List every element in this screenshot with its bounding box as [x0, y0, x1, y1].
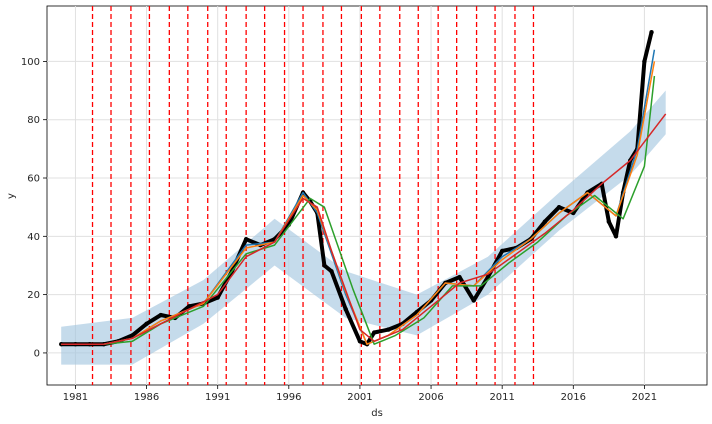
actual-point: [130, 333, 135, 338]
y-tick-label: 20: [27, 290, 40, 301]
y-axis-label: y: [6, 193, 17, 199]
actual-point: [606, 219, 612, 224]
y-axis-ticks: 0 20 40 60 80 100: [21, 57, 47, 359]
smooth-green-line: [61, 75, 656, 345]
y-tick-label: 60: [27, 174, 40, 185]
x-tick-label: 2021: [632, 392, 657, 403]
actual-point: [329, 269, 334, 274]
actual-point: [187, 304, 192, 309]
y-tick-label: 40: [27, 232, 40, 243]
actual-point: [499, 248, 505, 254]
actual-point: [215, 295, 220, 300]
changepoint-lines: [91, 6, 535, 385]
x-tick-label: 1981: [63, 392, 88, 403]
actual-point: [371, 330, 377, 335]
x-tick-label: 1996: [276, 392, 301, 403]
actual-point: [542, 219, 548, 224]
trend-line: [61, 113, 667, 345]
actual-point: [457, 274, 462, 280]
actual-point: [386, 327, 391, 332]
y-tick-label: 80: [27, 115, 40, 126]
x-tick-label: 1991: [205, 392, 230, 403]
y-tick-label: 100: [21, 57, 40, 68]
actual-point: [649, 30, 654, 35]
y-tick-label: 0: [34, 348, 40, 359]
actual-point: [642, 59, 647, 64]
actual-point: [158, 312, 163, 318]
x-tick-label: 2011: [489, 392, 514, 403]
actual-point: [243, 237, 249, 242]
actual-point: [144, 321, 149, 326]
actual-point: [322, 263, 327, 268]
actual-point: [471, 298, 476, 303]
grid-lines: [47, 6, 707, 385]
x-tick-label: 2016: [561, 392, 586, 403]
actual-point: [556, 204, 562, 210]
actual-point: [343, 307, 348, 312]
x-tick-label: 2006: [418, 392, 443, 403]
x-tick-label: 1986: [134, 392, 159, 403]
actual-point: [357, 339, 363, 344]
actual-point: [613, 234, 619, 239]
x-axis-ticks: 1981 1986 1991 1996 2001 2006 2011 2016 2021: [63, 385, 657, 403]
x-axis-label: ds: [371, 408, 383, 419]
forecast-lines: [61, 49, 667, 345]
x-tick-label: 2001: [347, 392, 372, 403]
